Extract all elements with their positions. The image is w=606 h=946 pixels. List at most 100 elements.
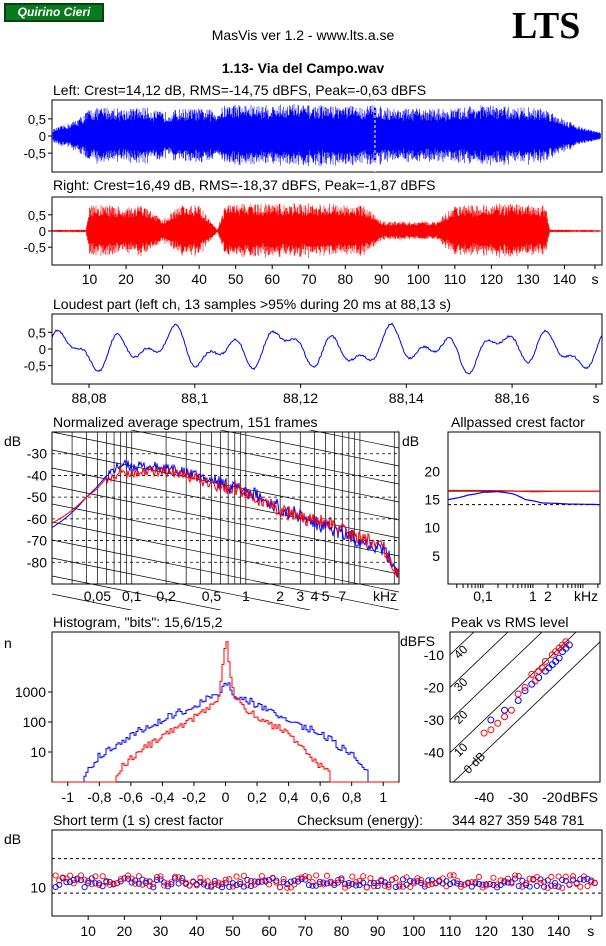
crest-diagonal <box>450 632 543 721</box>
right-point <box>99 873 106 880</box>
right-stats-title: Right: Crest=16,49 dB, RMS=-18,37 dBFS, … <box>53 177 436 193</box>
x-tick-label: 90 <box>370 923 386 939</box>
right-point <box>143 878 150 885</box>
x-tick-label: 0 <box>222 789 230 805</box>
right-point <box>507 706 515 714</box>
right-point <box>508 880 515 887</box>
x-tick-label: 0,2 <box>156 588 176 604</box>
x-tick-label: -0,2 <box>182 789 206 805</box>
short-term-crest-plot: dB 10 10 20 30 40 50 60 70 80 90 100 110 120 130 140 s <box>4 829 603 939</box>
x-tick-label: 130 <box>511 923 535 939</box>
right-point <box>135 873 142 880</box>
x-tick-label: 30 <box>153 923 169 939</box>
right-point <box>356 877 363 885</box>
left-point <box>273 877 280 884</box>
left-point <box>309 882 316 889</box>
left-point <box>135 880 142 887</box>
y-tick-label: -40 <box>424 745 444 761</box>
right-point <box>551 882 559 889</box>
right-point <box>132 880 139 887</box>
y-tick-label: 0,5 <box>28 325 46 340</box>
x-tick-label: 100 <box>402 923 426 939</box>
y-tick-label: 20 <box>424 463 440 479</box>
right-point <box>258 873 265 880</box>
right-point <box>512 872 519 879</box>
left-point <box>352 882 359 889</box>
x-tick-label: 80 <box>337 271 353 287</box>
x-tick-label: 110 <box>444 271 467 287</box>
x-tick-label: 4 <box>311 588 319 604</box>
left-point <box>124 875 132 882</box>
y-tick-label: 100 <box>23 714 47 730</box>
right-point <box>222 876 229 883</box>
x-tick-label: 1 <box>529 588 537 604</box>
right-point <box>186 882 193 889</box>
left-point <box>475 880 483 887</box>
right-spectrum-line <box>51 465 400 579</box>
x-tick-label: 50 <box>225 923 241 939</box>
right-point <box>334 877 341 884</box>
x-tick-label: 0,6 <box>310 789 330 805</box>
right-point <box>215 879 222 886</box>
left-point <box>457 881 464 888</box>
left-crest-line <box>447 491 600 506</box>
loudest-trace <box>51 322 603 375</box>
left-point <box>551 880 559 887</box>
right-point <box>531 677 539 685</box>
right-point <box>171 873 179 880</box>
left-point <box>251 878 258 885</box>
right-point <box>237 878 244 886</box>
left-point <box>410 878 417 885</box>
x-tick-label: 10 <box>82 271 98 287</box>
x-tick-label: 1 <box>242 588 250 604</box>
y-tick-label: -0,5 <box>24 146 46 161</box>
right-point <box>501 713 509 721</box>
x-tick-label: 0,2 <box>247 789 267 805</box>
left-point <box>132 877 139 884</box>
left-point <box>421 883 428 890</box>
left-point <box>450 879 457 886</box>
left-point <box>95 880 103 887</box>
x-tick-label: 3 <box>296 588 304 604</box>
right-point <box>541 878 548 885</box>
plot-frame <box>449 631 601 783</box>
x-tick-label: 0,8 <box>342 789 362 805</box>
left-point <box>514 696 522 704</box>
right-point <box>370 883 378 890</box>
slope-line <box>51 575 223 610</box>
right-point <box>117 876 124 883</box>
right-point <box>110 880 117 887</box>
left-point <box>222 879 229 886</box>
left-point <box>374 883 381 890</box>
right-point <box>450 872 457 879</box>
right-point <box>81 876 88 883</box>
left-point <box>414 878 421 885</box>
right-point <box>352 879 359 886</box>
x-tick-label: 90 <box>374 271 390 287</box>
y-axis-label: dBFS <box>400 633 435 649</box>
x-tick-label: -0,6 <box>119 789 143 805</box>
left-point <box>229 880 236 887</box>
right-point <box>92 873 99 880</box>
right-point <box>480 729 488 737</box>
left-point <box>479 881 486 888</box>
app-title: MasVis ver 1.2 - www.lts.a.se <box>211 27 395 43</box>
x-tick-label: 120 <box>480 271 504 287</box>
checksum-label: Checksum (energy): <box>297 812 424 828</box>
left-stats-title: Left: Crest=14,12 dB, RMS=-14,75 dBFS, P… <box>53 82 427 98</box>
left-point <box>128 879 135 886</box>
left-point <box>501 706 509 714</box>
right-point <box>425 881 432 889</box>
right-point <box>407 883 414 890</box>
left-waveform-plot: 0,5 0 -0,5 <box>24 99 603 173</box>
right-point <box>526 875 533 882</box>
slope-line <box>51 431 400 503</box>
right-point <box>240 872 247 879</box>
right-point <box>287 884 294 891</box>
left-point <box>161 879 168 886</box>
slope-line <box>218 430 400 467</box>
right-point <box>428 880 435 888</box>
left-point <box>345 879 352 887</box>
x-tick-label: 70 <box>298 923 314 939</box>
